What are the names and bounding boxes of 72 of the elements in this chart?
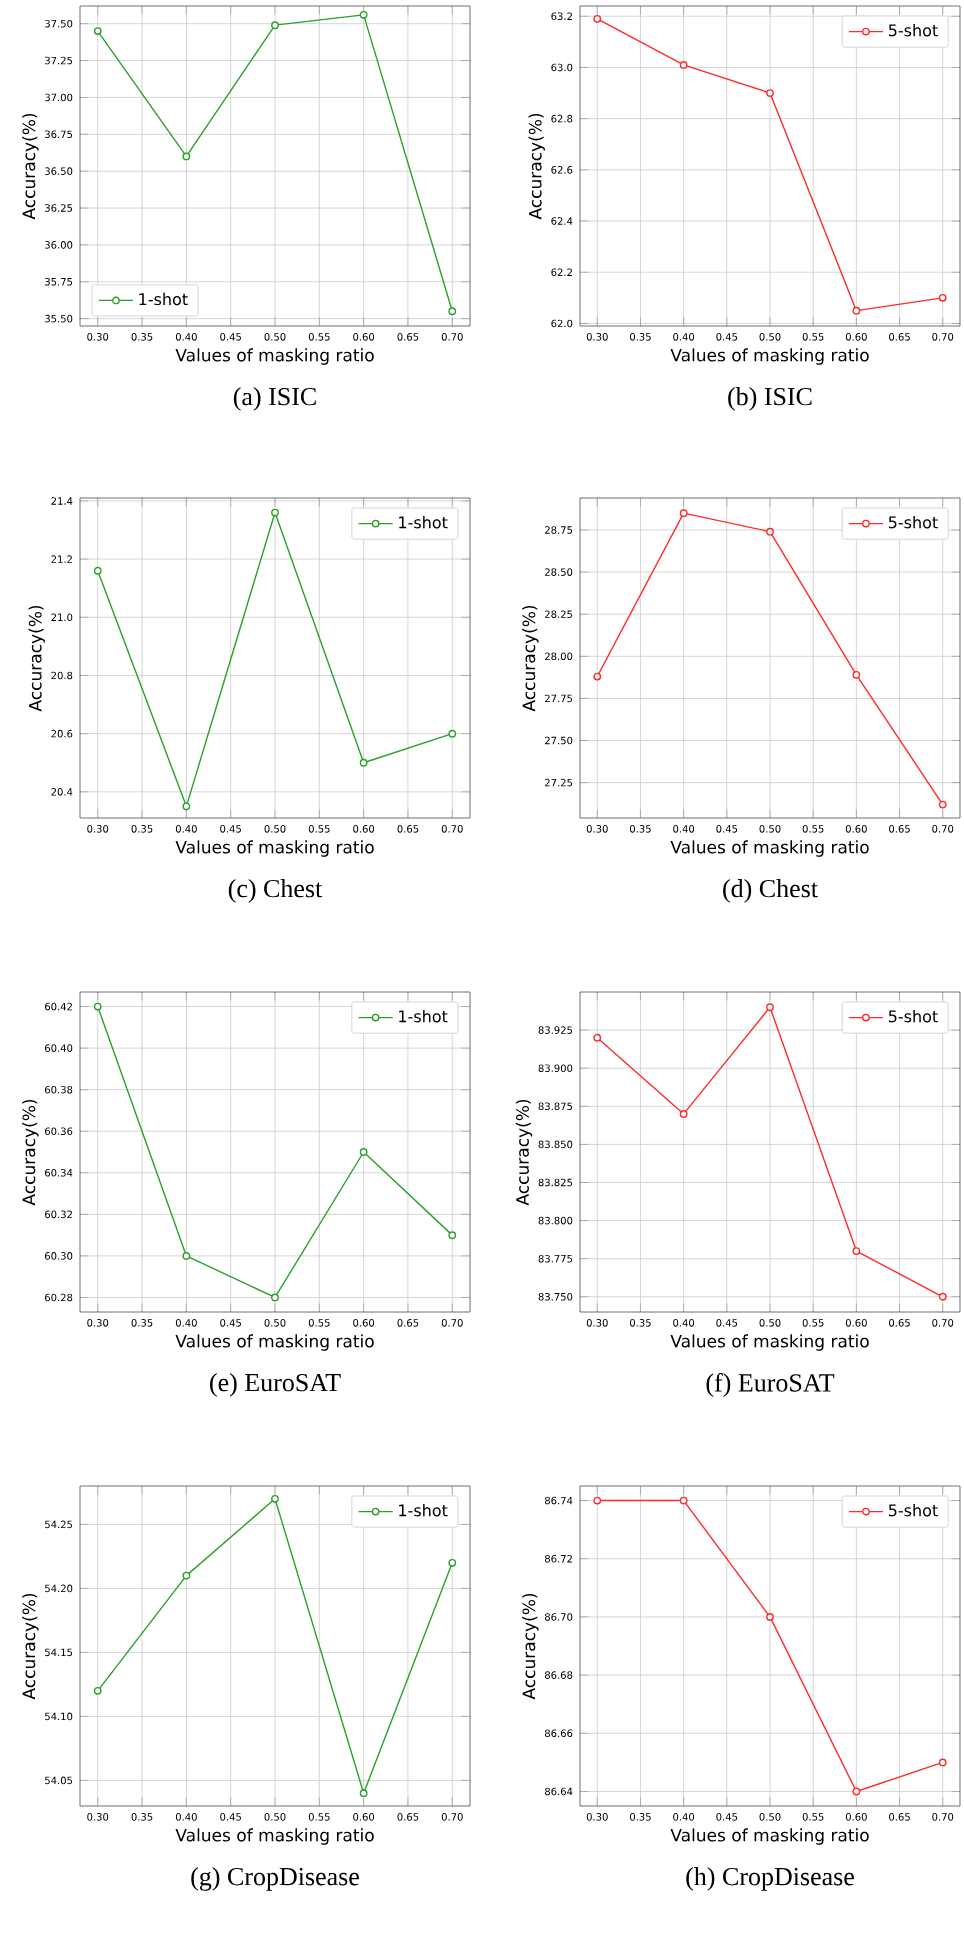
point (359, 1148, 368, 1156)
text: (c) Chest (228, 879, 323, 903)
point (593, 1033, 602, 1042)
point (766, 89, 774, 97)
point (852, 670, 861, 679)
point (359, 10, 368, 19)
point (938, 1758, 947, 1767)
point (182, 1252, 191, 1260)
point (448, 1558, 457, 1567)
y-axis-title: Accuracy(%) (522, 1593, 539, 1700)
point (593, 1496, 602, 1505)
point (852, 1247, 861, 1255)
legend-label: 5-shot (888, 516, 938, 529)
x-axis-title: Values of masking ratio (670, 348, 869, 365)
legend-label: 5-shot (888, 1010, 938, 1023)
point (938, 293, 947, 302)
point (448, 307, 457, 316)
text: (g) CropDisease (191, 1867, 359, 1891)
y-axis-title: Accuracy(%) (515, 1099, 533, 1206)
text: (h) CropDisease (686, 1867, 854, 1891)
text: (f) EuroSAT (706, 1373, 835, 1397)
point (679, 60, 688, 69)
text: (e) EuroSAT (210, 1373, 341, 1397)
y-axis-title: Accuracy(%) (28, 605, 45, 712)
point (679, 509, 688, 518)
point (182, 152, 191, 161)
point (271, 21, 279, 30)
point (852, 1787, 861, 1796)
point (182, 1571, 191, 1580)
point (271, 508, 279, 517)
point (359, 758, 368, 767)
point (271, 1293, 279, 1302)
x-axis-title: Values of masking ratio (670, 1334, 869, 1351)
x-axis-title: Values of masking ratio (175, 840, 374, 857)
point (679, 1496, 688, 1505)
point (938, 1292, 947, 1301)
legend-label: 1-shot (399, 1010, 448, 1023)
x-axis-title: Values of masking ratio (670, 840, 869, 857)
text: (a) ISIC (233, 387, 316, 411)
point (593, 14, 602, 23)
y-axis-title: Accuracy(%) (22, 1099, 39, 1206)
point (182, 802, 191, 811)
text: (b) ISIC (728, 387, 812, 411)
point (766, 527, 774, 536)
x-axis-title: Values of masking ratio (670, 1828, 869, 1845)
point (593, 672, 602, 681)
y-axis-title: Accuracy(%) (522, 605, 539, 712)
point (93, 27, 102, 35)
y-axis-title: Accuracy(%) (22, 113, 39, 220)
point (271, 1494, 279, 1503)
point (93, 1002, 102, 1011)
text: (d) Chest (723, 879, 818, 903)
x-axis-title: Values of masking ratio (175, 1828, 374, 1845)
point (448, 729, 457, 738)
legend-label: 1-shot (399, 1504, 448, 1517)
point (938, 800, 947, 809)
y-axis-title: Accuracy(%) (22, 1593, 39, 1700)
point (852, 306, 861, 315)
point (359, 1789, 368, 1798)
y-axis-title: Accuracy(%) (528, 113, 545, 220)
point (93, 1686, 102, 1695)
x-axis-title: Values of masking ratio (175, 1334, 374, 1351)
legend-label: 1-shot (399, 516, 448, 529)
legend-label: 5-shot (888, 1504, 938, 1517)
point (93, 566, 102, 575)
point (766, 1613, 774, 1621)
point (679, 1110, 688, 1118)
legend-label: 5-shot (888, 24, 938, 37)
legend-label: 1-shot (139, 292, 188, 306)
point (448, 1231, 457, 1240)
point (766, 1003, 774, 1012)
x-axis-title: Values of masking ratio (175, 348, 374, 365)
